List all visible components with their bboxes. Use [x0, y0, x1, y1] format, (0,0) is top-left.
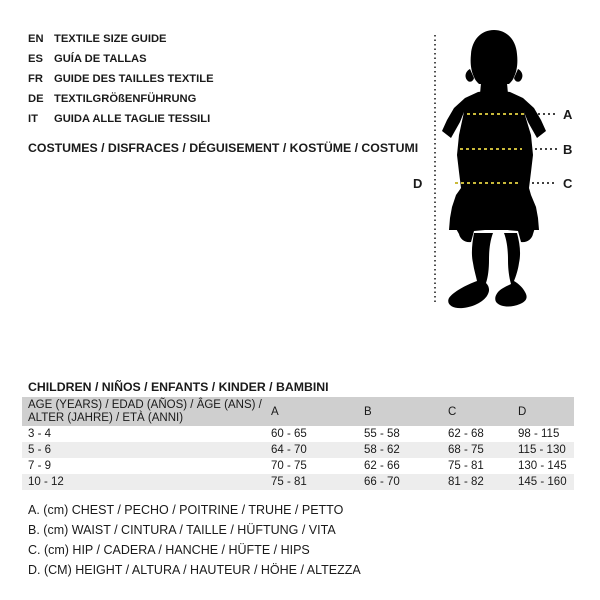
svg-text:B: B — [563, 142, 572, 157]
svg-text:C: C — [563, 176, 573, 191]
svg-text:D: D — [413, 176, 422, 191]
svg-text:A: A — [563, 107, 573, 122]
